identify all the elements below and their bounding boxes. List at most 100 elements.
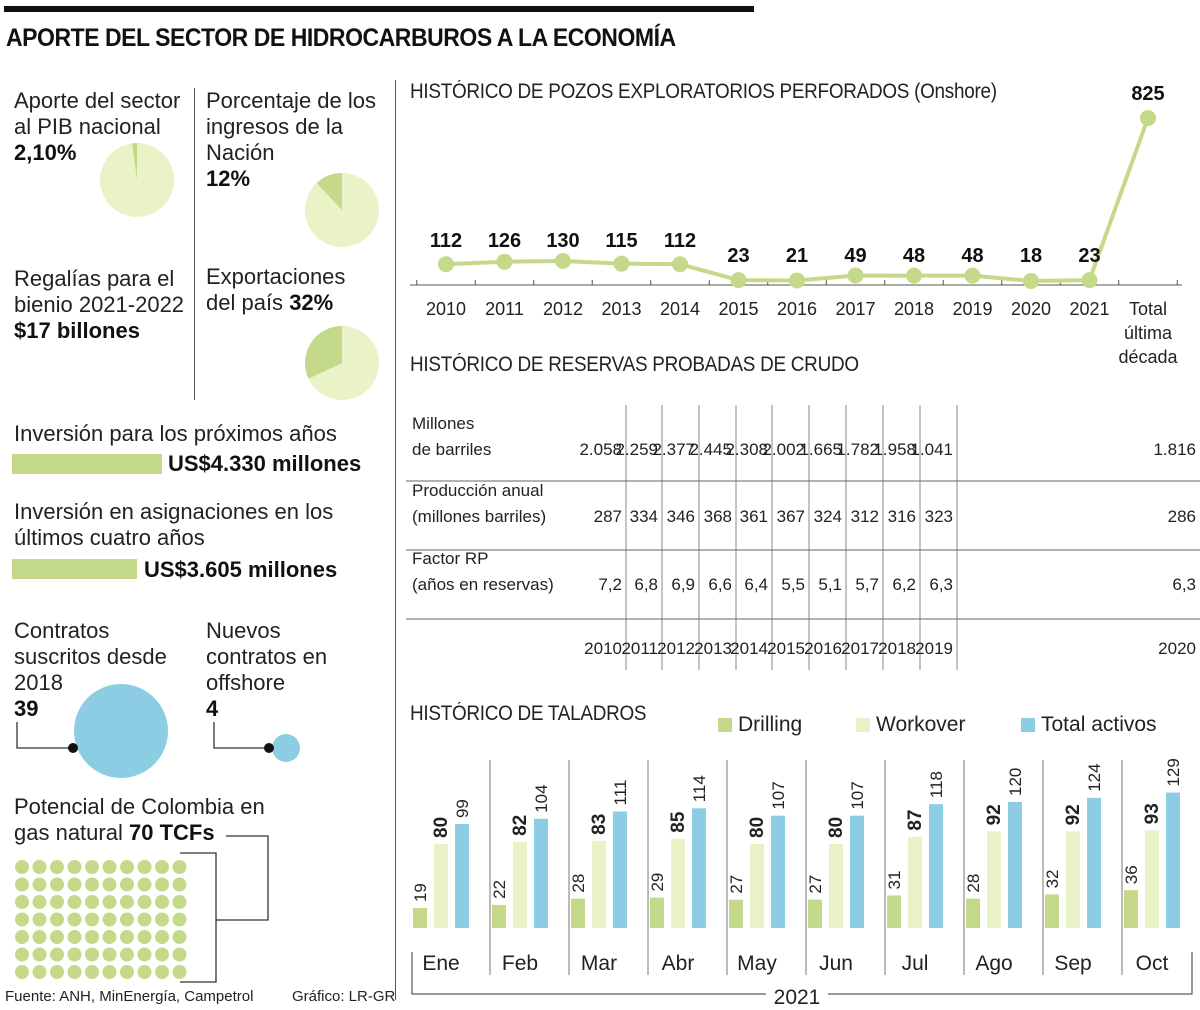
- workover-bar: [1145, 830, 1159, 928]
- gas-dot: [32, 965, 47, 979]
- drilling-bar: [1124, 890, 1138, 928]
- table-cell: 2.377: [652, 440, 695, 459]
- contratos-leader: [16, 722, 73, 749]
- wells-value-label: 115: [605, 230, 637, 252]
- x-tick-label: 2018: [894, 299, 934, 319]
- x-tick-label: 2019: [952, 299, 992, 319]
- contratos-dot: [68, 743, 78, 753]
- table-year-label: 2018: [878, 639, 916, 658]
- wells-value-label: 48: [903, 245, 925, 267]
- table-cell: 6,8: [634, 575, 658, 594]
- month-label: Sep: [1054, 952, 1091, 975]
- drilling-bar: [1045, 894, 1059, 928]
- wells-line-chart: 112 2010 126 2011 130 2012 115 2013 112 2014 23 201…: [410, 83, 1182, 367]
- year-bracket-right: [828, 952, 1193, 995]
- table-cell: 324: [814, 507, 842, 526]
- gas-dot: [155, 895, 169, 909]
- gas-dot: [85, 930, 99, 944]
- workover-bar: [829, 844, 843, 928]
- legend-total-label: Total activos: [1041, 713, 1157, 736]
- credit-note: Gráfico: LR-GR: [292, 988, 396, 1005]
- gas-dot: [172, 877, 187, 892]
- x-tick-label: última: [1124, 323, 1173, 343]
- workover-swatch: [856, 718, 870, 732]
- table-cell: 368: [704, 507, 732, 526]
- table-cell: 6,6: [708, 575, 732, 594]
- table-cell: 2.259: [615, 440, 658, 459]
- total-swatch: [1021, 718, 1035, 732]
- wells-point: [438, 256, 454, 273]
- gas-dot: [155, 930, 169, 944]
- total-activos-value-label: 107: [848, 781, 867, 809]
- gas-dot: [120, 930, 134, 944]
- wells-point: [964, 267, 981, 284]
- gas-connector: [216, 835, 269, 921]
- wells-value-label: 130: [546, 230, 579, 252]
- table-year-label: 2011: [621, 639, 658, 658]
- table-cell: 6,2: [892, 575, 916, 594]
- wells-point: [496, 253, 513, 270]
- drilling-value-label: 31: [885, 871, 904, 890]
- gas-dot: [137, 877, 152, 892]
- regalias-block: Regalías para el bienio 2021-2022 $17 bi…: [14, 266, 189, 344]
- pib-value: 2,10%: [14, 140, 77, 165]
- table-cell: 1.041: [910, 440, 953, 459]
- table-cell: 287: [594, 507, 622, 526]
- wells-value-label: 112: [664, 230, 696, 252]
- drilling-bar: [808, 899, 822, 928]
- gas-dot: [15, 965, 29, 979]
- gas-dot: [102, 912, 117, 927]
- offshore-leader: [213, 722, 269, 749]
- drilling-bar: [650, 897, 664, 928]
- workover-value-label: 93: [1142, 803, 1163, 824]
- gas-dot: [50, 877, 64, 892]
- gas-dot: [155, 912, 169, 927]
- table-year-label: 2013: [694, 639, 732, 658]
- gas-dot: [172, 930, 187, 944]
- gas-dot: [50, 947, 64, 962]
- pib-label: Aporte del sector al PIB nacional: [14, 88, 181, 139]
- table-cell: 2.308: [725, 440, 768, 459]
- drilling-value-label: 27: [727, 875, 746, 894]
- total-activos-bar: [929, 804, 943, 928]
- ingresos-block: Porcentaje de los ingresos de la Nación …: [206, 88, 376, 192]
- gas-dot: [120, 877, 134, 892]
- total-activos-value-label: 114: [690, 775, 709, 802]
- total-activos-value-label: 124: [1085, 763, 1104, 791]
- gas-bracket: [180, 852, 217, 983]
- total-activos-value-label: 120: [1006, 768, 1025, 796]
- workover-bar: [908, 836, 922, 928]
- total-activos-value-label: 129: [1164, 758, 1183, 786]
- drilling-value-label: 32: [1043, 869, 1062, 888]
- x-tick-label: década: [1118, 347, 1178, 367]
- total-activos-bar: [455, 824, 469, 928]
- total-activos-bar: [850, 815, 864, 928]
- workover-bar: [592, 840, 606, 928]
- gas-dot: [67, 947, 82, 962]
- table-row-label: Producción anual: [412, 481, 543, 500]
- ingresos-pie-slice: [316, 173, 342, 210]
- wells-point: [789, 272, 805, 289]
- contratos-bubble: [74, 684, 168, 778]
- exportaciones-label: Exportaciones del país: [206, 264, 346, 315]
- gas-dot: [137, 912, 152, 927]
- table-cell: 312: [851, 507, 879, 526]
- x-tick-label: Total: [1129, 299, 1167, 319]
- x-tick-label: 2016: [777, 299, 817, 319]
- drilling-bar: [492, 904, 506, 928]
- gas-dot: [120, 895, 134, 909]
- wells-point: [672, 256, 688, 273]
- ingresos-value: 12%: [206, 166, 251, 191]
- gas-label: Potencial de Colombia en gas natural: [14, 794, 265, 845]
- gas-dot: [137, 930, 152, 944]
- gas-dot: [120, 912, 134, 927]
- rigs-bar-chart: 198099Ene2282104Feb2883111Mar2985114Abr2…: [411, 758, 1193, 1009]
- gas-dot: [137, 860, 152, 874]
- gas-dot: [85, 965, 99, 979]
- inversion-asignaciones-value: US$3.605 millones: [144, 557, 338, 582]
- gas-dot: [155, 965, 169, 979]
- gas-dot: [137, 947, 152, 962]
- table-row-label: de barriles: [412, 440, 491, 459]
- total-activos-value-label: 99: [453, 799, 472, 818]
- workover-value-label: 85: [668, 811, 689, 833]
